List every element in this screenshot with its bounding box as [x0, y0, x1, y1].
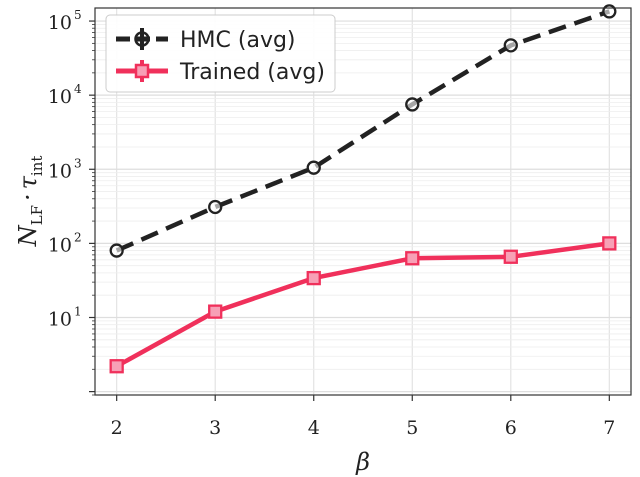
x-tick-label: 7	[603, 417, 615, 439]
legend-marker-hmc	[134, 31, 150, 47]
data-point-trained	[602, 236, 617, 251]
data-point-hmc	[109, 243, 124, 258]
data-point-hmc	[602, 4, 617, 19]
data-point-trained	[109, 359, 124, 374]
x-axis-label: β	[355, 448, 370, 476]
y-tick-label: 10	[48, 12, 72, 34]
legend-item-trained: Trained (avg)	[116, 60, 325, 85]
data-point-hmc	[405, 97, 420, 112]
data-point-trained	[208, 304, 223, 319]
data-point-hmc	[208, 199, 223, 215]
y-tick-exponent: 1	[74, 304, 82, 318]
legend: HMC (avg) Trained (avg)	[105, 14, 336, 93]
y-tick-label: 10	[48, 234, 72, 256]
data-point-trained	[405, 251, 420, 266]
data-point-trained	[503, 249, 518, 264]
plot-frame	[94, 7, 632, 396]
x-tick-label: 5	[406, 417, 418, 439]
data-point-hmc	[306, 160, 321, 175]
series-layer	[109, 4, 617, 374]
svg-text:NLF·τint: NLF·τint	[14, 156, 46, 248]
x-tick-label: 6	[505, 417, 517, 439]
x-tick-label: 4	[308, 417, 320, 439]
y-tick-exponent: 5	[74, 8, 82, 22]
x-axis: 2 3 4 5 6 7	[111, 395, 615, 439]
legend-item-hmc: HMC (avg)	[116, 28, 296, 53]
x-tick-label: 2	[111, 417, 123, 439]
legend-label-hmc: HMC (avg)	[180, 28, 296, 53]
y-tick-exponent: 2	[74, 230, 82, 244]
y-tick-label: 10	[48, 160, 72, 182]
y-axis-label: NLF·τint	[14, 156, 46, 248]
y-tick-exponent: 3	[74, 156, 82, 170]
y-tick-label: 10	[48, 86, 72, 108]
legend-label-trained: Trained (avg)	[179, 60, 325, 85]
y-tick-exponent: 4	[74, 82, 82, 96]
data-point-hmc	[503, 38, 518, 53]
data-point-trained	[306, 270, 321, 286]
series-line-1	[115, 241, 610, 369]
y-tick-label: 10	[48, 308, 72, 330]
series-line-0	[115, 9, 611, 253]
x-tick-label: 3	[209, 417, 221, 439]
legend-marker-trained	[134, 63, 150, 79]
